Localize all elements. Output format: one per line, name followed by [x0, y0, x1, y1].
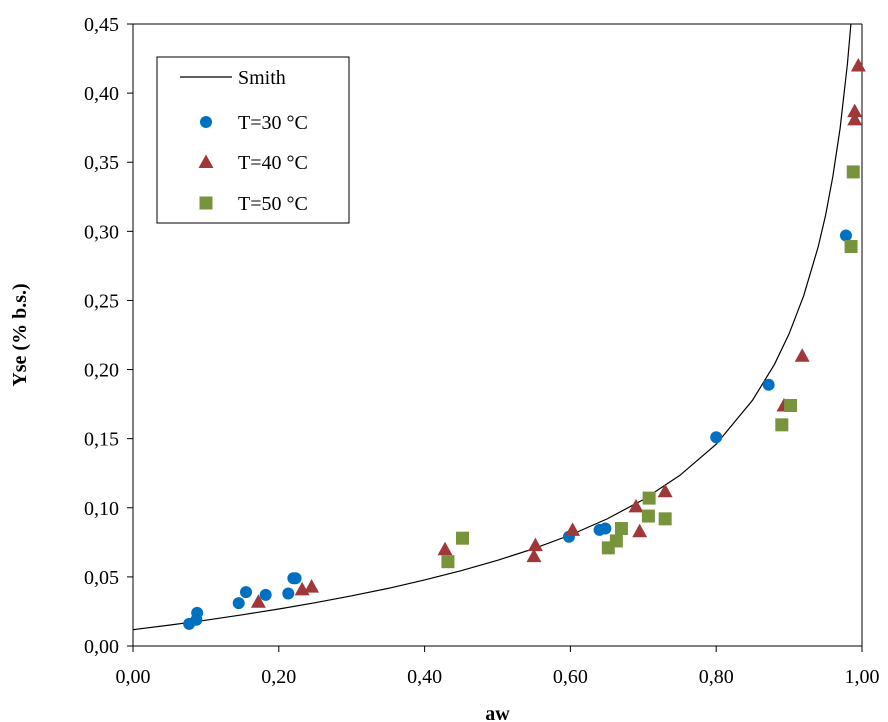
point-50c: [614, 522, 628, 536]
point-30c: [232, 597, 245, 610]
x-tick-label: 1,00: [845, 666, 880, 688]
legend-label-50c: T=50 °C: [238, 193, 308, 215]
point-30c: [839, 229, 852, 242]
point-50c: [658, 512, 672, 526]
legend-box: [156, 56, 350, 224]
point-40c: [437, 541, 453, 556]
point-50c: [441, 555, 455, 569]
point-30c: [191, 606, 204, 619]
point-40c: [304, 579, 320, 593]
point-30c: [762, 378, 775, 391]
y-tick-label: 0,05: [84, 567, 119, 589]
smith-model-curve: [132, 23, 852, 631]
point-50c: [784, 398, 798, 412]
y-tick-label: 0,40: [84, 83, 119, 105]
axes: [132, 23, 863, 647]
legend-marker: [199, 196, 213, 210]
point-40c: [850, 57, 866, 72]
point-30c: [289, 572, 302, 585]
x-axis-title: aw: [485, 703, 510, 722]
point-40c: [250, 594, 266, 608]
point-40c: [632, 523, 648, 538]
y-axis-title: Yse (% b.s.): [9, 283, 31, 386]
y-tick-label: 0,10: [84, 498, 119, 520]
x-tick-label: 0,60: [553, 666, 588, 688]
legend-label-40c: T=40 °C: [238, 152, 308, 174]
point-40c: [657, 483, 673, 498]
point-50c: [456, 531, 470, 545]
point-40c: [526, 548, 542, 563]
legend-marker-50c: [199, 196, 213, 210]
legend-marker: [198, 154, 214, 168]
point-40c: [794, 348, 810, 362]
point-40c: [628, 498, 644, 513]
legend-marker: [200, 116, 212, 128]
x-tick-label: 0,20: [261, 666, 296, 688]
point-40c: [847, 111, 863, 126]
point-30c: [282, 587, 295, 600]
point-30c: [239, 586, 252, 599]
y-tick-label: 0,35: [84, 152, 119, 174]
point-30c: [599, 522, 612, 535]
y-tick-label: 0,25: [84, 290, 119, 312]
point-50c: [641, 509, 655, 523]
legend-marker-40c: [198, 154, 214, 168]
point-50c: [775, 418, 789, 432]
point-50c: [609, 534, 623, 548]
point-40c: [527, 537, 543, 552]
point-40c: [847, 103, 863, 118]
legend-label-smith: Smith: [238, 67, 286, 89]
y-tick-label: 0,15: [84, 429, 119, 451]
point-50c: [642, 491, 656, 505]
point-30c: [710, 431, 723, 444]
legend-marker-30c: [200, 116, 212, 128]
y-ticks: 0,00 0,05 0,10 0,15 0,20 0,25 0,30 0,35 0,40 0,45: [84, 14, 133, 658]
x-tick-label: 0,00: [116, 666, 151, 688]
legend: Smith T=30 °C T=40 °C T=50 °C: [156, 56, 350, 224]
x-ticks: 0,00 0,20 0,40 0,60 0,80 1,00: [116, 646, 880, 688]
legend-label-30c: T=30 °C: [238, 112, 308, 134]
y-tick-label: 0,45: [84, 14, 119, 36]
point-50c: [844, 240, 858, 254]
x-tick-label: 0,80: [699, 666, 734, 688]
y-tick-label: 0,20: [84, 360, 119, 382]
x-tick-label: 0,40: [407, 666, 442, 688]
data-points: [183, 57, 866, 630]
point-50c: [846, 165, 860, 179]
point-30c: [259, 588, 272, 601]
y-tick-label: 0,30: [84, 221, 119, 243]
y-tick-label: 0,00: [84, 636, 119, 658]
point-40c: [565, 522, 581, 536]
